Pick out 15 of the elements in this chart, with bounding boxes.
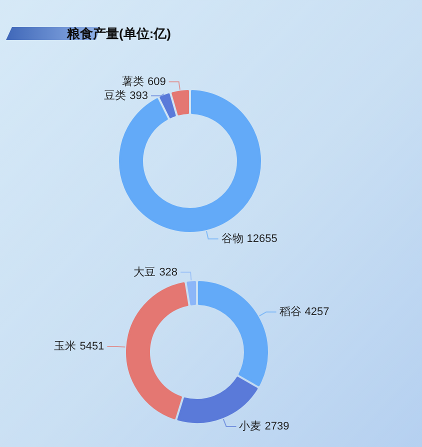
value-label: 393	[130, 90, 148, 102]
category-label: 薯类	[122, 76, 144, 88]
category-label: 豆类	[104, 90, 126, 102]
category-label: 大豆	[134, 266, 156, 278]
value-label: 328	[159, 266, 178, 278]
value-label: 12655	[246, 232, 278, 245]
category-label: 稻谷	[279, 306, 302, 318]
value-label: 5451	[80, 340, 104, 352]
value-label: 2739	[264, 420, 290, 432]
category-label: 小麦	[239, 420, 262, 432]
chart-title: 粮食产量(单位:亿)	[66, 26, 171, 41]
category-label: 玉米	[54, 340, 76, 352]
value-label: 609	[147, 76, 166, 88]
category-label: 谷物	[221, 232, 244, 245]
value-label: 4257	[304, 306, 330, 318]
